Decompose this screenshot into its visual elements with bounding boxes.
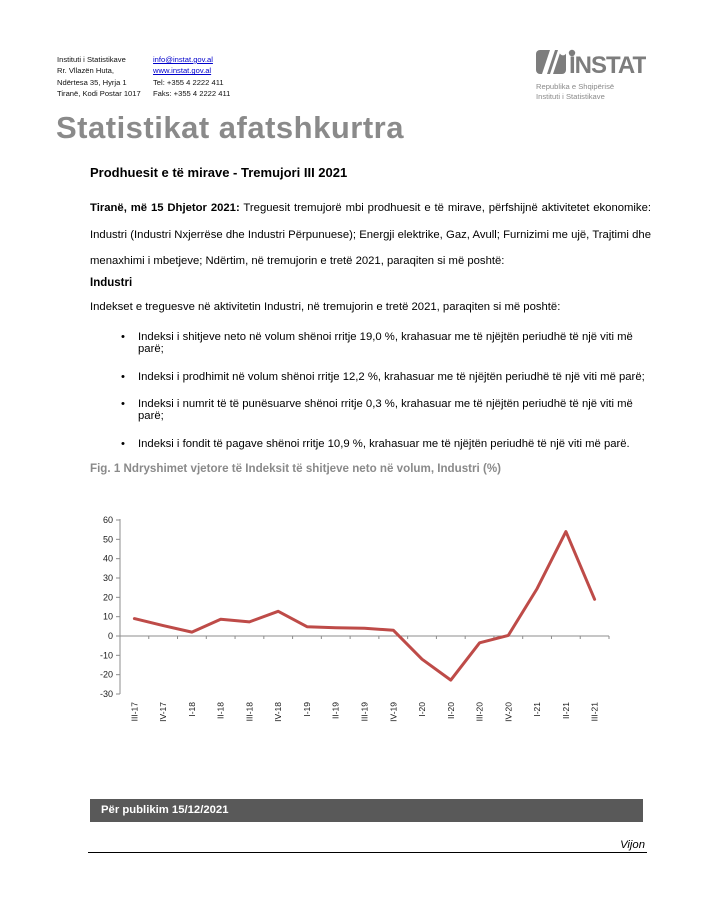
svg-text:10: 10 (103, 612, 113, 622)
line-chart: -30 -20 -10 0 10 20 30 40 50 60 III-17 IV-17 I-18 II-… (100, 515, 610, 722)
svg-text:II-18: II-18 (216, 702, 226, 719)
svg-text:II-21: II-21 (561, 702, 571, 719)
section-intro: Indekset e treguesve në aktivitetin Indu… (90, 301, 561, 313)
phone-line: Tel: +355 4 2222 411 (153, 77, 224, 87)
svg-text:-10: -10 (100, 650, 113, 660)
svg-text:II-19: II-19 (331, 702, 341, 719)
svg-text:III-18: III-18 (244, 702, 254, 722)
indicator-bullet-list: Indeksi i shitjeve neto në volum shënoi … (121, 331, 649, 465)
svg-text:40: 40 (103, 554, 113, 564)
institute-address: Instituti i Statistikave Rr. Vllazën Hut… (57, 54, 153, 100)
svg-text:I-19: I-19 (302, 702, 312, 717)
lead-paragraph: Tiranë, më 15 Dhjetor 2021: Treguesit tr… (90, 195, 651, 275)
svg-text:30: 30 (103, 573, 113, 583)
svg-text:I-18: I-18 (187, 702, 197, 717)
bullet-item: Indeksi i numrit të të punësuarve shënoi… (121, 398, 649, 422)
svg-text:-30: -30 (100, 689, 113, 699)
svg-text:60: 60 (103, 515, 113, 525)
logo-subtitle-institute: Instituti i Statistikave (536, 92, 605, 102)
bullet-item: Indeksi i shitjeve neto në volum shënoi … (121, 331, 649, 355)
report-subtitle: Prodhuesit e të mirave - Tremujori III 2… (90, 165, 348, 180)
section-heading-industri: Industri (90, 277, 133, 289)
svg-text:III-20: III-20 (475, 702, 485, 722)
bullet-item: Indeksi i prodhimit në volum shënoi rrit… (121, 371, 649, 383)
header-address-block: Instituti i Statistikave Rr. Vllazën Hut… (57, 54, 230, 100)
address-line: Rr. Vllazën Huta, (57, 66, 114, 76)
svg-text:IV-19: IV-19 (388, 702, 398, 722)
svg-text:INSTAT: INSTAT (569, 52, 646, 76)
website-link[interactable]: www.instat.gov.al (153, 66, 212, 76)
continued-label: Vijon (88, 839, 647, 853)
institute-contacts: info@instat.gov.al www.instat.gov.al Tel… (153, 54, 230, 100)
figure-caption: Fig. 1 Ndryshimet vjetore të Indeksit të… (90, 462, 502, 475)
lead-text: Treguesit tremujorë mbi prodhuesit e të … (90, 202, 651, 267)
svg-text:III-17: III-17 (129, 702, 139, 722)
svg-text:III-19: III-19 (360, 702, 370, 722)
email-link[interactable]: info@instat.gov.al (153, 55, 213, 64)
publish-date-bar: Për publikim 15/12/2021 (90, 799, 643, 822)
svg-text:II-20: II-20 (446, 702, 456, 719)
svg-text:I-21: I-21 (532, 702, 542, 717)
svg-text:IV-20: IV-20 (503, 702, 513, 722)
fax-line: Faks: +355 4 2222 411 (153, 89, 231, 99)
page-title: Statistikat afatshkurtra (56, 110, 404, 145)
address-line: Instituti i Statistikave (57, 55, 126, 64)
address-line: Tiranë, Kodi Postar 1017 (57, 89, 141, 99)
svg-text:-20: -20 (100, 670, 113, 680)
svg-text:IV-18: IV-18 (273, 702, 283, 722)
bullet-item: Indeksi i fondit të pagave shënoi rritje… (121, 438, 649, 450)
instat-logo-mark-icon: INSTAT (536, 48, 648, 79)
address-line: Ndërtesa 35, Hyrja 1 (57, 77, 127, 87)
svg-text:0: 0 (108, 631, 113, 641)
instat-logo: INSTAT Republika e Shqipërisë Instituti … (536, 46, 648, 103)
figure-1: -30 -20 -10 0 10 20 30 40 50 60 III-17 IV-17 I-18 II-… (85, 503, 645, 741)
svg-text:I-20: I-20 (417, 702, 427, 717)
svg-text:50: 50 (103, 534, 113, 544)
logo-subtitle-country: Republika e Shqipërisë (536, 82, 615, 91)
svg-text:20: 20 (103, 592, 113, 602)
svg-text:IV-17: IV-17 (158, 702, 168, 722)
dateline: Tiranë, më 15 Dhjetor 2021: (90, 202, 240, 214)
svg-text:III-21: III-21 (590, 702, 600, 722)
